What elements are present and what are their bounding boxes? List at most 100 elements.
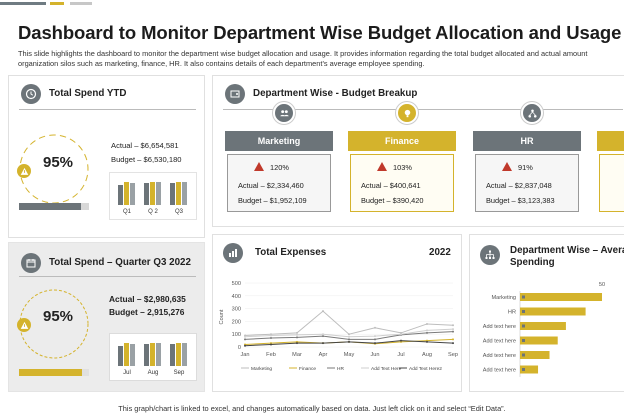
q3-bar <box>170 344 175 366</box>
q3-percent: 95% <box>43 308 74 325</box>
data-point <box>296 336 298 339</box>
data-point <box>322 333 324 336</box>
data-point <box>426 322 428 325</box>
data-point <box>400 333 402 336</box>
bar-marker <box>522 310 525 313</box>
dept-actual: Actual – $2,837,048 <box>486 181 552 190</box>
footer-note: This graph/chart is linked to excel, and… <box>118 404 506 413</box>
ytd-bar <box>176 181 181 205</box>
expenses-year: 2022 <box>429 247 451 258</box>
x-tick-label: Mar <box>292 352 302 358</box>
y-tick-label: 500 <box>232 281 241 287</box>
money-bulb-icon <box>396 102 418 124</box>
q3-bar <box>118 345 123 366</box>
bar-marker <box>522 339 525 342</box>
warning-icon <box>17 318 31 332</box>
q3-mini-chart-frame: Jul Aug Sep <box>109 333 197 381</box>
top-accent-line <box>0 2 46 5</box>
dept-actual: Actual – $2,334,460 <box>238 181 304 190</box>
progress-fill <box>19 203 81 210</box>
y-tick-label: Add text here <box>483 353 516 359</box>
q3-bar <box>182 342 187 366</box>
data-point <box>244 344 246 347</box>
ytd-title: Total Spend YTD <box>49 88 127 99</box>
clock-icon <box>21 84 41 104</box>
q3-title: Total Spend – Quarter Q3 2022 <box>49 257 191 268</box>
x-tick-label: Jul <box>397 352 404 358</box>
hr-network-icon <box>521 102 543 124</box>
data-point <box>374 342 376 345</box>
q3-bar <box>176 342 181 366</box>
q3-bar <box>150 342 155 366</box>
expenses-title: Total Expenses <box>255 247 327 258</box>
expenses-panel: Total Expenses 2022 0 100 200 300 400 500 Coun… <box>212 234 462 392</box>
ytd-tick-label: Q1 <box>122 209 131 215</box>
calendar-icon <box>21 253 41 273</box>
y-tick-label: 0 <box>238 345 241 351</box>
data-point <box>452 342 454 345</box>
avg-bar-chart: 50 Marketing HR Add text here Add text here A… <box>483 282 605 377</box>
bar-marker <box>522 324 525 328</box>
legend-label: Finance <box>299 366 316 372</box>
data-point <box>374 326 376 329</box>
dept-budget: Budget – $1,952,109 <box>238 196 307 205</box>
dept-percent: 120% <box>270 163 289 172</box>
q3-bar <box>156 342 161 366</box>
data-point <box>270 334 272 337</box>
y-tick-label: HR <box>508 310 516 316</box>
ytd-bar <box>150 181 155 205</box>
y-tick-label: 400 <box>232 294 241 300</box>
data-point <box>322 335 324 338</box>
expenses-line-chart: 0 100 200 300 400 500 Count Jan Feb Mar Apr May Jun J… <box>219 281 458 372</box>
q3-tick-label: Aug <box>147 370 159 376</box>
legend-label: Add Text Here2 <box>409 366 442 372</box>
org-chart-icon <box>480 245 500 265</box>
data-point <box>322 310 324 313</box>
data-point <box>244 335 246 338</box>
dept-header-marketing: Marketing <box>225 131 333 151</box>
warning-icon <box>17 164 31 178</box>
x-tick-label: 50 <box>599 282 605 288</box>
y-tick-label: Add text here <box>483 324 516 330</box>
ytd-bar <box>156 181 161 205</box>
data-point <box>426 329 428 332</box>
alert-triangle-icon <box>254 162 264 171</box>
bar <box>520 365 539 374</box>
dept-card-partial <box>599 154 624 212</box>
avg-title-line1: Department Wise – Avera <box>510 245 624 256</box>
chart-icon <box>223 243 243 263</box>
breakup-title: Department Wise - Budget Breakup <box>253 88 418 99</box>
dept-percent: 91% <box>518 163 533 172</box>
data-point <box>270 343 272 346</box>
ytd-tick-label: Q3 <box>174 209 183 215</box>
data-point <box>296 331 298 334</box>
ytd-progress-bar <box>19 203 89 210</box>
ytd-percent: 95% <box>43 154 74 171</box>
x-tick-label: Sep <box>448 352 458 358</box>
y-axis-label: Count <box>219 309 225 324</box>
bar-marker <box>522 353 525 357</box>
dept-header-finance: Finance <box>348 131 456 151</box>
q3-budget: Budget – 2,915,276 <box>109 307 185 317</box>
breakup-panel: Department Wise - Budget Breakup Marketi… <box>212 75 624 227</box>
ytd-panel: Total Spend YTD 95% Actual – $6,654,581 … <box>8 75 205 238</box>
bar-marker <box>522 368 525 371</box>
legend-label: Marketing <box>251 366 272 372</box>
data-point <box>426 331 428 334</box>
data-point <box>244 338 246 341</box>
dept-card-finance: 103% Actual – $400,641 Budget – $390,420 <box>350 154 454 212</box>
ytd-bar <box>118 184 123 205</box>
avg-panel: Department Wise – Avera Spending 50 Marke… <box>469 234 624 392</box>
dept-budget: Budget – $390,420 <box>361 196 424 205</box>
dept-actual: Actual – $400,641 <box>361 181 421 190</box>
bar <box>520 293 602 301</box>
x-tick-label: Jan <box>240 352 249 358</box>
dept-budget: Budget – $3,123,383 <box>486 196 555 205</box>
data-point <box>452 324 454 327</box>
subtitle-line: This slide highlights the dashboard to m… <box>18 49 588 58</box>
data-point <box>348 340 350 343</box>
data-point <box>374 335 376 338</box>
divider <box>19 109 196 110</box>
q3-tick-label: Sep <box>173 370 185 376</box>
dept-header-hr: HR <box>473 131 581 151</box>
